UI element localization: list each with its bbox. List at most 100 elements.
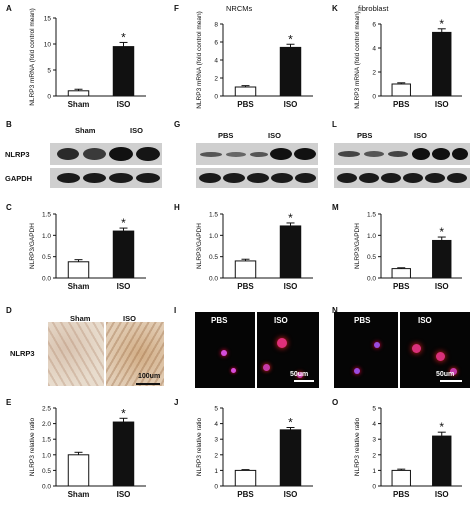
chart-k: 0 2 4 6 NLRP3 mRNA (fold control mean) PBS ISO… [354,11,462,109]
chart-m-bar-pbs [391,268,411,279]
fluor-n-label-pbs: PBS [354,316,371,325]
ihc-image-sham [48,322,104,386]
chart-m-ytick-label-1: 0.5 [367,254,376,261]
panel-letter-k: K [332,4,338,13]
chart-j-xtick-label-1: ISO [284,490,298,499]
chart-f-ytick-label-0: 0 [214,94,218,101]
title-fibroblast: fibroblast [358,4,389,13]
chart-a-ytick-label-2: 10 [44,42,52,49]
panel-letter-l: L [332,120,337,129]
panel-letter-a: A [6,4,12,13]
chart-j-bar-pbs [234,469,257,487]
chart-k-ytick-label-2: 4 [372,46,376,53]
fluor-n-iso [400,312,470,388]
chart-k-ytick-label-0: 0 [372,94,376,101]
chart-m-significance: * [439,225,444,239]
blot-b-row-gapdh: GAPDH [5,174,33,183]
chart-o-ytick-label-3: 3 [372,437,376,444]
chart-o-xtick-label-1: ISO [435,490,449,499]
chart-a-significance: * [121,30,126,44]
chart-a-bar-iso [112,46,135,97]
chart-a-ytick-label-3: 15 [44,16,52,23]
chart-m-ytick-label-2: 1.0 [367,233,376,240]
fluor-i-iso [257,312,319,388]
chart-j-ytick-label-1: 1 [214,468,218,475]
chart-c-ytick-label-0: 0.0 [42,276,51,283]
chart-f-xtick-label-1: ISO [284,100,298,109]
chart-h-xtick-label-1: ISO [284,282,298,291]
chart-m-xtick-label-0: PBS [393,282,410,291]
chart-m: 0.0 0.5 1.0 1.5 NLRP3/GAPDH PBS ISO * [354,212,462,291]
blot-g-col-iso: ISO [268,131,281,140]
chart-m-ytick-label-0: 0.0 [367,276,376,283]
panel-letter-e: E [6,398,12,407]
chart-o-ytick-label-5: 5 [372,406,376,413]
chart-e-ytick-label-2: 1.0 [42,452,51,459]
chart-c-ytick-label-3: 1.5 [42,212,51,219]
chart-f-xtick-label-0: PBS [237,100,254,109]
chart-c-significance: * [121,216,126,230]
chart-j-ytick-label-3: 3 [214,437,218,444]
blot-l-col-iso: ISO [414,131,427,140]
chart-j-ytick-label-2: 2 [214,452,218,459]
chart-a-bar-sham [67,90,90,97]
chart-f-ytick-label-4: 8 [214,22,218,29]
chart-o-ytick-label-4: 4 [372,421,376,428]
chart-o-ylabel: NLRP3 relative ratio [354,418,361,477]
chart-h-bar-iso [279,225,302,279]
chart-j-bar-iso [279,429,302,487]
ihc-image-iso [106,322,164,386]
fluor-n-scale-text: 50um [436,371,455,378]
ihc-scale-bar [136,383,160,385]
chart-o-bar-iso [432,435,452,487]
chart-e-ytick-label-0: 0.0 [42,484,51,491]
panel-letter-i: I [174,306,177,315]
chart-o-ytick-label-2: 2 [372,452,376,459]
chart-j-significance: * [288,416,293,430]
chart-e-ytick-label-1: 0.5 [42,468,51,475]
chart-m-ylabel: NLRP3/GAPDH [354,223,361,269]
chart-c-ytick-label-1: 0.5 [42,254,51,261]
chart-h-ytick-label-2: 1.0 [209,233,218,240]
ihc-label-iso: ISO [123,314,136,323]
chart-e-ytick-label-4: 2.0 [42,421,51,428]
chart-c-bar-iso [112,230,135,279]
chart-h-ytick-label-1: 0.5 [209,254,218,261]
chart-a-xtick-label-0: Sham [68,100,90,109]
chart-e-bar-iso [112,421,135,487]
chart-e-ytick-label-3: 1.5 [42,437,51,444]
blot-b-col-sham: Sham [75,126,96,135]
title-nrcms: NRCMs [226,4,253,13]
fluor-i-scale-text: 50um [290,371,309,378]
chart-o-bar-pbs [391,469,411,487]
panel-letter-m: M [332,203,339,212]
chart-f-bar-pbs [234,86,257,97]
chart-e-bar-sham [67,454,90,487]
blot-l-gapdh [334,168,470,188]
blot-l-nlrp3 [334,143,470,165]
panel-letter-n: N [332,306,338,315]
chart-e: 0.0 0.5 1.0 1.5 2.0 2.5 NLRP3 relative ratio Sh… [29,406,146,499]
chart-a-ylabel: NLRP3 mRNA (fold control mean) [29,8,36,106]
chart-e-xtick-label-1: ISO [117,490,131,499]
chart-k-ytick-label-1: 2 [372,70,376,77]
blot-g-col-pbs: PBS [218,131,234,140]
chart-k-xtick-label-1: ISO [435,100,449,109]
fluor-n-scale-bar [440,380,462,382]
chart-m-xtick-label-1: ISO [435,282,449,291]
blot-b-col-iso: ISO [130,126,143,135]
blot-g-gapdh [196,168,318,188]
chart-h-ytick-label-0: 0.0 [209,276,218,283]
fluor-i-label-pbs: PBS [211,316,228,325]
chart-k-ylabel: NLRP3 mRNA (fold control mean) [354,11,361,109]
blot-b-gapdh [50,168,162,188]
fluor-i-pbs [195,312,255,388]
panel-letter-b: B [6,120,12,129]
chart-e-ylabel: NLRP3 relative ratio [29,418,36,477]
chart-j-ytick-label-0: 0 [214,484,218,491]
chart-f-significance: * [288,32,293,46]
panel-letter-c: C [6,203,12,212]
panel-letter-o: O [332,398,339,407]
panel-letter-g: G [174,120,181,129]
chart-e-significance: * [121,406,126,420]
